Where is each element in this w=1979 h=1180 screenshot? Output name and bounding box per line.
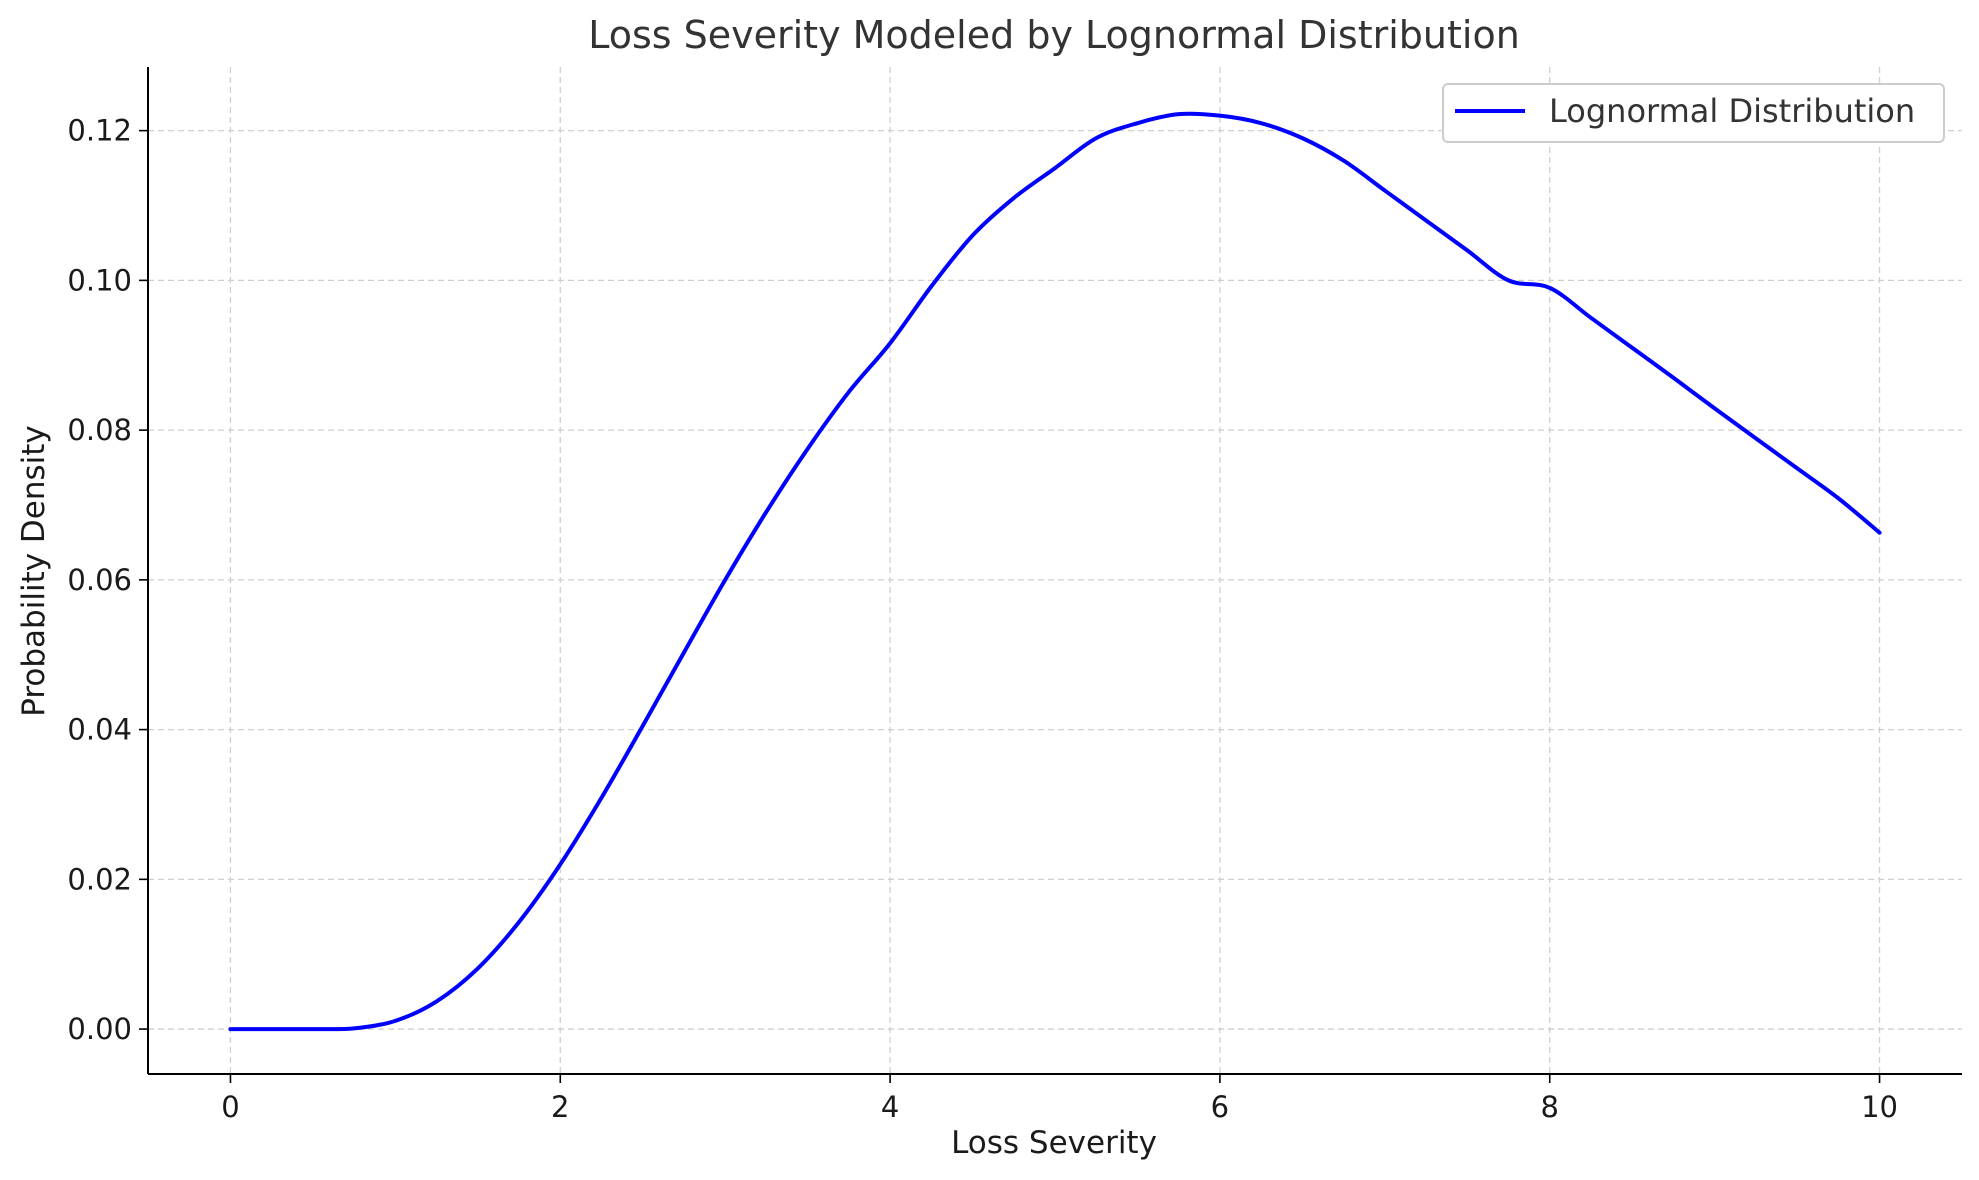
y-tick-label: 0.10: [67, 263, 132, 297]
x-tick-label: 2: [551, 1090, 569, 1124]
y-tick-label: 0.06: [67, 563, 132, 597]
x-tick-label: 6: [1211, 1090, 1229, 1124]
grid: [148, 67, 1962, 1074]
chart-title: Loss Severity Modeled by Lognormal Distr…: [588, 13, 1520, 57]
y-tick-label: 0.08: [67, 413, 132, 447]
x-axis-label: Loss Severity: [951, 1125, 1157, 1161]
legend: Lognormal Distribution: [1442, 83, 1945, 143]
y-axis-label: Probability Density: [16, 425, 52, 717]
x-tick-label: 0: [221, 1090, 239, 1124]
y-tick-label: 0.04: [67, 713, 132, 747]
y-ticks: 0.00 0.02 0.04 0.06 0.08 0.10 0.12: [67, 114, 148, 1046]
x-tick-label: 10: [1861, 1090, 1898, 1124]
x-tick-label: 8: [1541, 1090, 1559, 1124]
series-layer: [228, 111, 1882, 1032]
series-line: [228, 111, 1882, 1032]
y-tick-label: 0.12: [67, 114, 132, 148]
legend-label: Lognormal Distribution: [1549, 92, 1915, 130]
x-tick-label: 4: [881, 1090, 899, 1124]
y-tick-label: 0.02: [67, 862, 132, 896]
y-tick-label: 0.00: [67, 1012, 132, 1046]
x-ticks: 0 2 4 6 8 10: [221, 1074, 1898, 1124]
axes: [147, 67, 1962, 1075]
legend-box: [1442, 83, 1945, 143]
